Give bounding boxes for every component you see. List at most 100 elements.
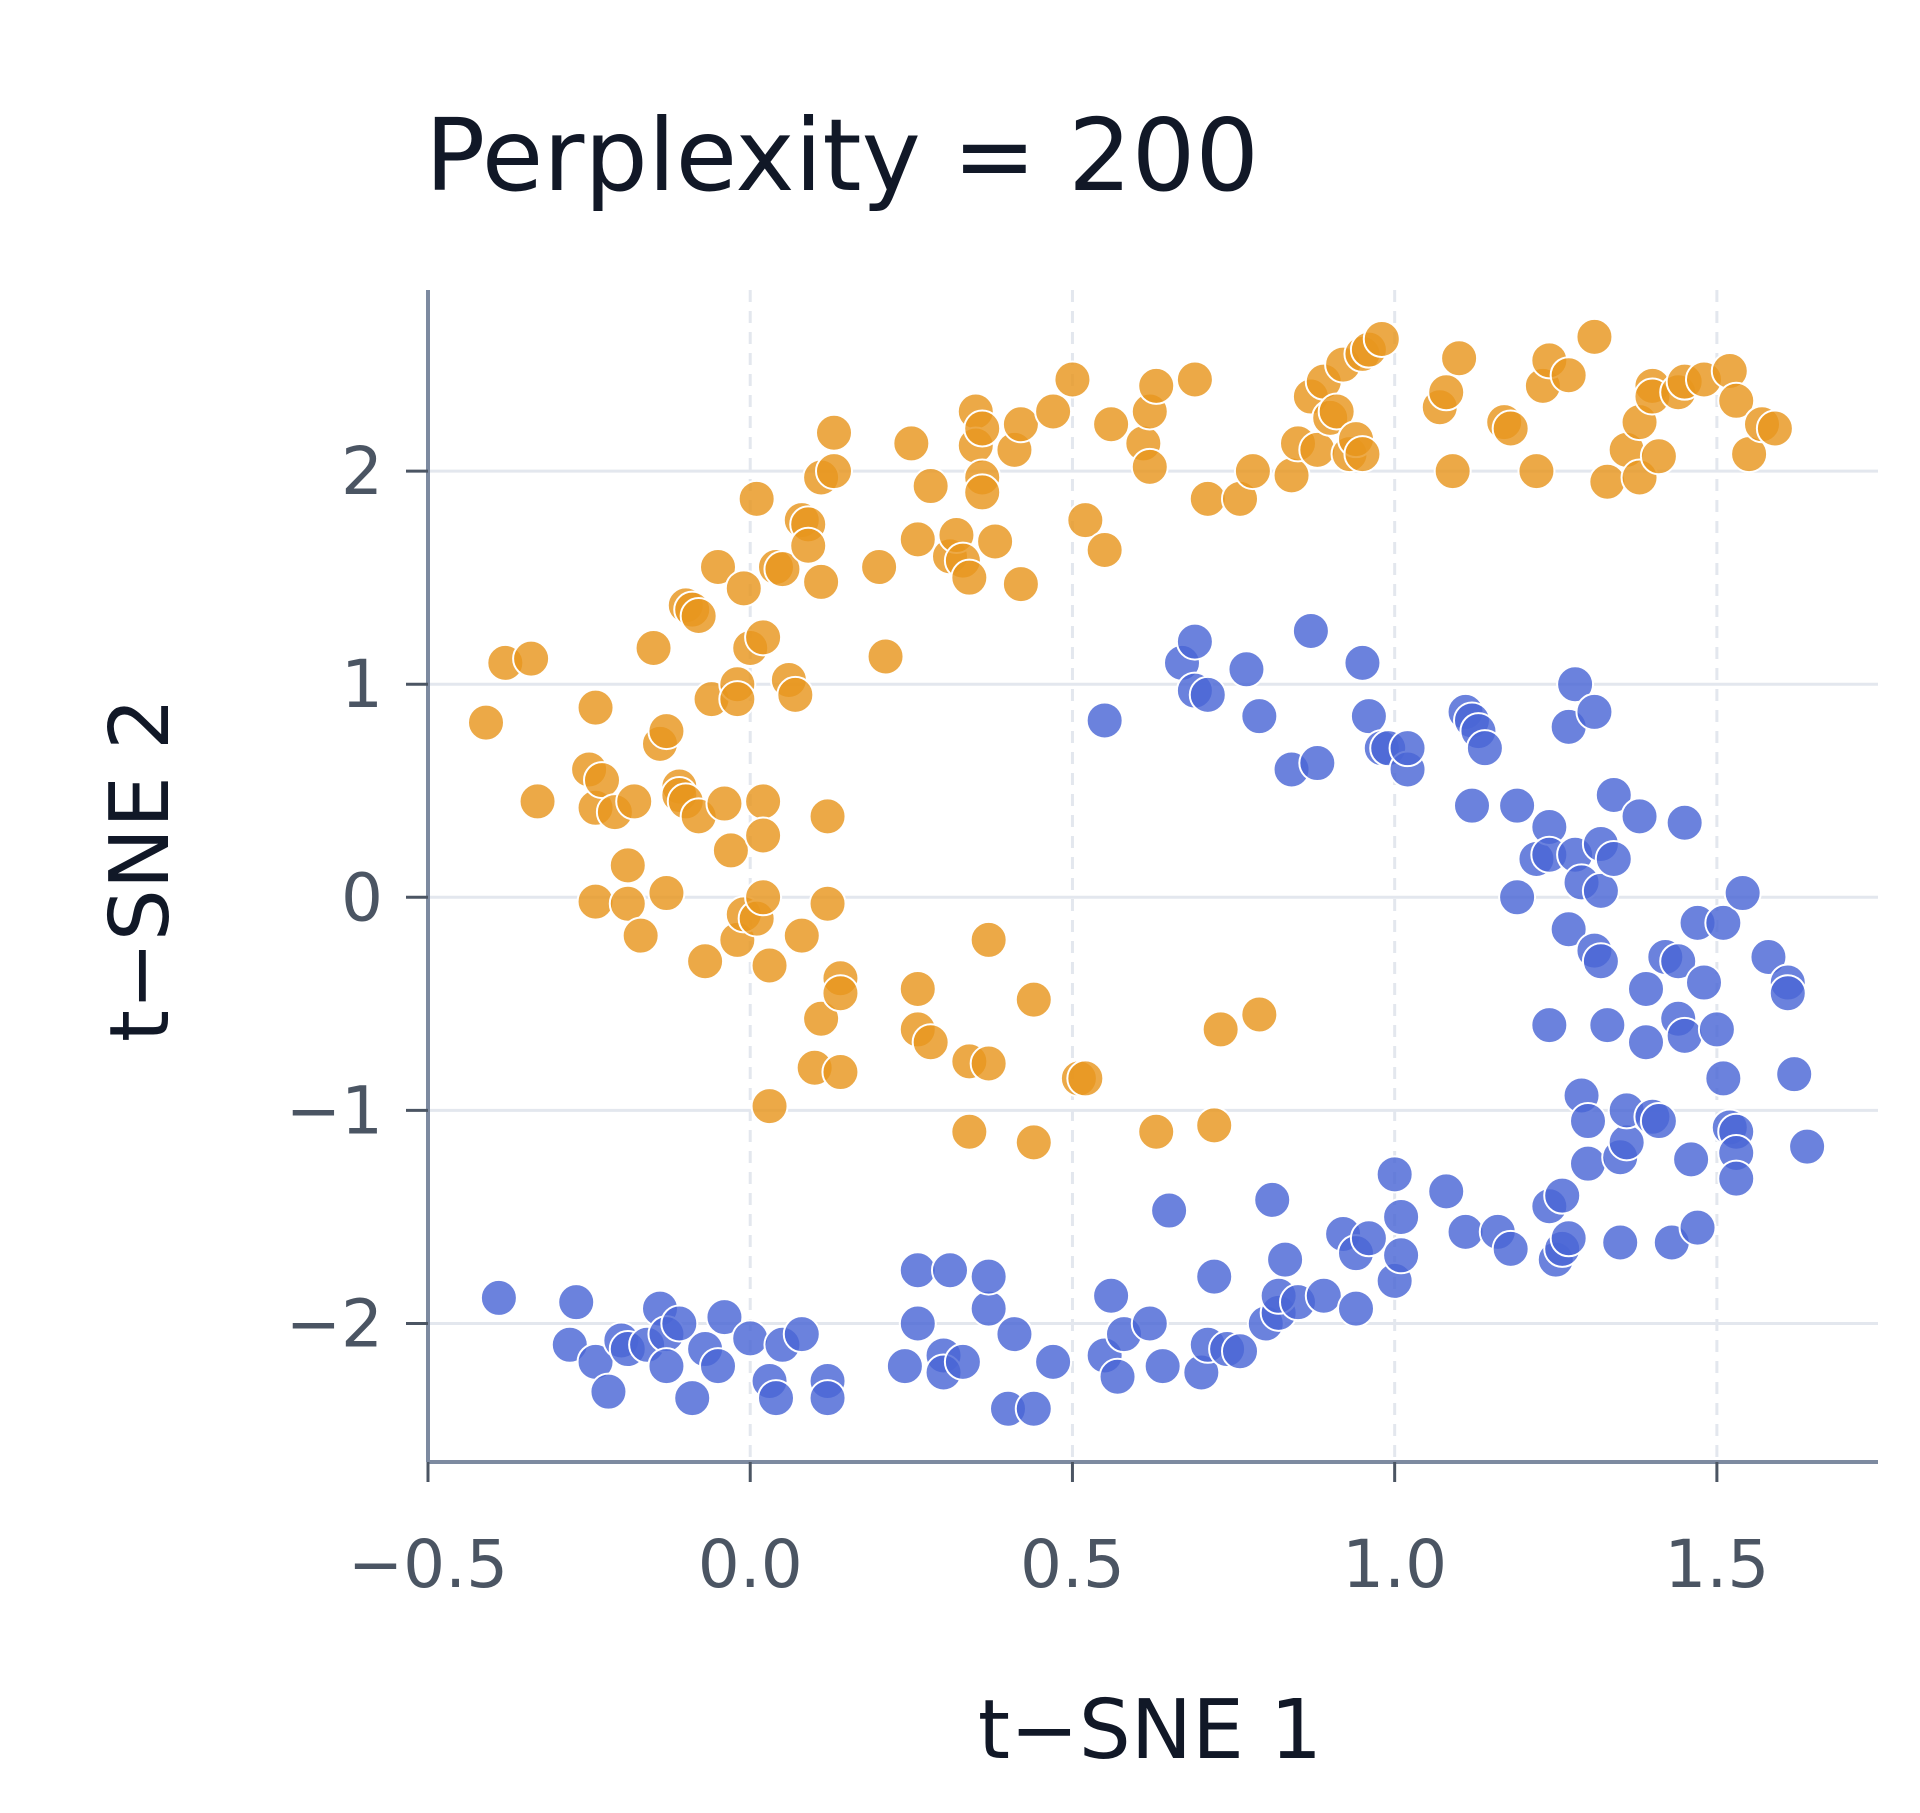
data-point <box>1053 360 1092 399</box>
data-point <box>808 1379 847 1418</box>
data-point <box>1446 1212 1485 1251</box>
data-point <box>763 550 802 589</box>
data-point <box>1697 1010 1736 1049</box>
data-point <box>1188 479 1227 518</box>
data-point <box>744 816 783 855</box>
data-point <box>1549 1219 1588 1258</box>
data-point <box>589 1372 628 1411</box>
data-point <box>1298 744 1337 783</box>
data-point <box>1150 1191 1189 1230</box>
data-point <box>1788 1127 1827 1166</box>
data-point <box>512 639 551 678</box>
data-point <box>1569 1144 1607 1183</box>
data-point <box>976 522 1015 561</box>
y-tick-label: 2 <box>341 433 383 510</box>
data-point <box>737 479 776 518</box>
x-tick-label: 1.5 <box>1664 1526 1769 1603</box>
data-point <box>1491 1229 1530 1268</box>
data-point <box>1639 437 1678 476</box>
data-point <box>660 1304 699 1343</box>
data-point <box>1749 937 1788 976</box>
data-point <box>686 942 725 981</box>
data-point <box>647 1347 686 1386</box>
data-point <box>1349 697 1388 736</box>
data-point <box>479 1278 518 1317</box>
data-point <box>1227 650 1266 689</box>
data-point <box>1175 360 1214 399</box>
data-point <box>711 831 750 870</box>
data-point <box>898 1304 937 1343</box>
data-point <box>1240 697 1279 736</box>
data-point <box>1723 874 1762 913</box>
data-point <box>808 797 847 836</box>
data-point <box>1034 392 1073 431</box>
data-point <box>1549 910 1588 949</box>
data-point <box>1543 1176 1582 1215</box>
data-point <box>1575 692 1614 731</box>
data-point <box>782 1315 821 1354</box>
data-point <box>1253 1180 1292 1219</box>
data-point <box>718 680 757 719</box>
data-point <box>1014 1389 1053 1428</box>
data-point <box>1440 339 1479 378</box>
data-point <box>647 712 686 751</box>
data-point <box>1221 1332 1259 1371</box>
data-point <box>776 675 815 714</box>
data-point <box>1427 1172 1466 1211</box>
data-point <box>898 1251 937 1290</box>
x-axis-label: t−SNE 1 <box>978 1683 1322 1778</box>
data-point <box>1620 797 1659 836</box>
data-point <box>1240 995 1279 1034</box>
x-axis-ticks: −0.5 0.0 0.5 1.0 1.5 <box>348 1462 1769 1603</box>
data-point <box>950 558 989 597</box>
data-point <box>750 946 789 985</box>
data-point <box>1498 878 1537 917</box>
data-point <box>1498 786 1537 825</box>
chart-title: Perplexity = 200 <box>425 97 1259 214</box>
data-point <box>1388 729 1427 768</box>
data-point <box>1343 643 1382 682</box>
x-tick-label: 0.0 <box>698 1526 803 1603</box>
data-point <box>1362 320 1401 359</box>
data-point <box>1066 1059 1105 1098</box>
data-point <box>608 846 647 885</box>
data-point <box>1717 381 1756 420</box>
data-point <box>557 1283 596 1322</box>
data-point <box>1092 405 1131 444</box>
data-point <box>815 413 853 452</box>
data-point <box>815 452 853 491</box>
data-point <box>1130 1304 1169 1343</box>
data-point <box>1491 409 1530 448</box>
y-tick-label: −1 <box>286 1072 383 1149</box>
data-point <box>1304 1276 1343 1315</box>
data-point <box>1594 839 1633 878</box>
data-point <box>808 884 847 923</box>
y-axis-ticks: −2 −1 0 1 2 <box>286 433 428 1362</box>
data-point <box>1349 1219 1388 1258</box>
data-point <box>724 569 763 608</box>
data-point <box>1717 1159 1756 1198</box>
data-point <box>744 618 783 657</box>
data-point <box>518 782 557 821</box>
data-point <box>1704 1059 1743 1098</box>
y-axis-label: t−SNE 2 <box>93 698 188 1042</box>
data-point <box>1601 1223 1640 1262</box>
data-point <box>860 548 899 587</box>
data-point <box>679 597 718 636</box>
data-point <box>911 467 950 506</box>
data-point <box>705 784 744 823</box>
data-point <box>1594 776 1633 815</box>
data-point <box>1775 1055 1814 1094</box>
data-point <box>1427 373 1466 412</box>
data-point <box>583 761 621 800</box>
data-point <box>943 1342 982 1381</box>
data-point <box>1588 1006 1627 1045</box>
data-point <box>673 1379 712 1418</box>
x-tick-label: −0.5 <box>348 1526 508 1603</box>
data-point <box>802 562 841 601</box>
data-point <box>1678 1208 1717 1247</box>
data-point <box>467 703 505 742</box>
data-point <box>1298 430 1337 469</box>
data-point <box>1175 622 1214 661</box>
data-point <box>1581 871 1620 910</box>
